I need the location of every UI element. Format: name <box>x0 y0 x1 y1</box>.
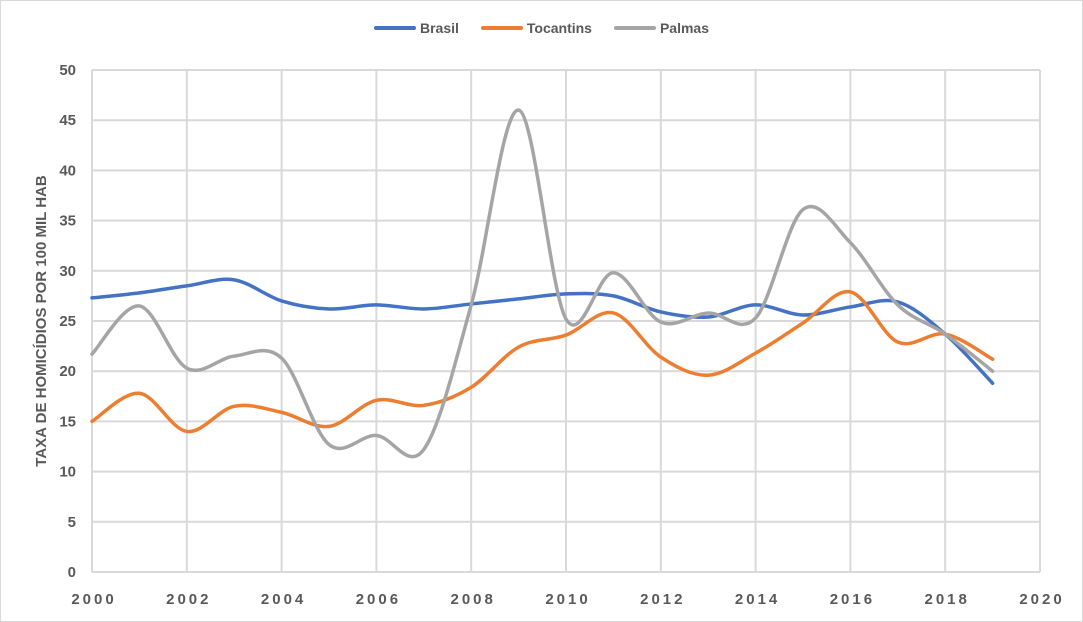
x-tick-label: 2006 <box>356 591 401 608</box>
y-tick-label: 15 <box>59 413 76 430</box>
y-tick-label: 50 <box>59 62 76 79</box>
y-tick-label: 5 <box>68 514 76 531</box>
y-tick-label: 10 <box>59 464 76 481</box>
series-line-tocantins[interactable] <box>90 290 995 434</box>
y-tick-label: 0 <box>68 564 76 581</box>
legend-swatch-brasil <box>373 26 416 30</box>
x-axis-ticks: 2000 2002 2004 2006 2008 2010 2012 2014 2016 2018… <box>71 591 1064 608</box>
legend-item-palmas[interactable]: Palmas <box>613 20 710 36</box>
y-tick-label: 45 <box>59 112 76 129</box>
x-tick-label: 2014 <box>735 591 780 608</box>
legend-label-tocantins: Tocantins <box>526 20 592 36</box>
gridlines <box>91 69 1041 573</box>
y-tick-label: 35 <box>59 213 76 230</box>
x-tick-label: 2018 <box>925 591 970 608</box>
x-tick-label: 2008 <box>451 591 496 608</box>
legend-label-brasil: Brasil <box>419 20 459 36</box>
legend-swatch-tocantins <box>480 26 523 30</box>
x-tick-label: 2002 <box>166 591 211 608</box>
legend-item-brasil[interactable]: Brasil <box>373 20 459 36</box>
x-tick-label: 2012 <box>640 591 685 608</box>
y-tick-label: 25 <box>59 313 76 330</box>
data-series <box>90 108 995 459</box>
x-tick-label: 2016 <box>830 591 875 608</box>
x-tick-label: 2020 <box>1019 591 1064 608</box>
y-tick-label: 30 <box>59 263 76 280</box>
legend-label-palmas: Palmas <box>659 20 710 36</box>
series-line-palmas[interactable] <box>90 108 995 459</box>
chart-legend: Brasil Tocantins Palmas <box>0 20 1083 36</box>
y-axis-ticks: 0 5 10 15 20 25 30 35 40 45 50 <box>59 62 76 581</box>
x-tick-label: 2010 <box>545 591 590 608</box>
y-axis-label: TAXA DE HOMICÍDIOS POR 100 MIL HAB <box>33 175 50 467</box>
legend-swatch-palmas <box>613 26 656 30</box>
y-tick-label: 40 <box>59 162 76 179</box>
legend-item-tocantins[interactable]: Tocantins <box>480 20 592 36</box>
series-line-brasil[interactable] <box>90 277 995 385</box>
x-tick-label: 2004 <box>261 591 306 608</box>
x-tick-label: 2000 <box>71 591 116 608</box>
y-tick-label: 20 <box>59 363 76 380</box>
